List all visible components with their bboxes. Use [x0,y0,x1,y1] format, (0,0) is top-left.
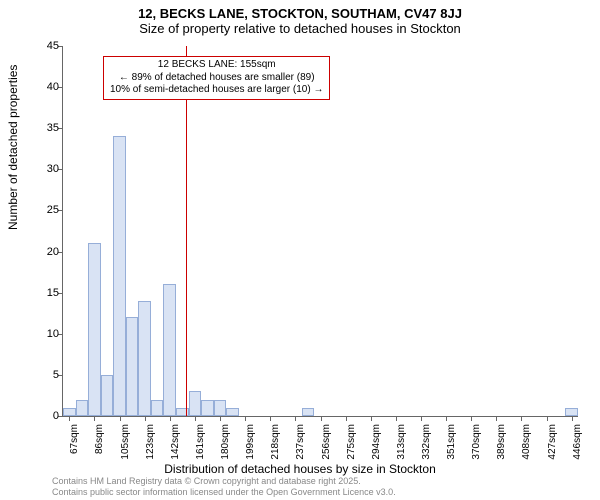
x-tick-mark [245,416,246,421]
histogram-bar [126,317,139,416]
histogram-bar [226,408,239,416]
y-axis-label: Number of detached properties [6,65,20,230]
x-tick-label: 123sqm [145,424,156,460]
x-tick-mark [346,416,347,421]
x-tick-label: 218sqm [270,424,281,460]
title-sub: Size of property relative to detached ho… [0,21,600,38]
histogram-bar [189,391,202,416]
histogram-bar [88,243,101,416]
y-tick-label: 5 [53,369,59,381]
x-tick-label: 370sqm [471,424,482,460]
histogram-bar [101,375,114,416]
x-tick-mark [321,416,322,421]
x-tick-label: 67sqm [69,424,80,454]
annotation-line2: ← 89% of detached houses are smaller (89… [110,72,323,85]
y-tick-label: 15 [47,287,59,299]
footer-attribution: Contains HM Land Registry data © Crown c… [52,476,396,498]
plot-region: 67sqm86sqm105sqm123sqm142sqm161sqm180sqm… [62,46,578,417]
x-tick-mark [220,416,221,421]
x-tick-label: 446sqm [572,424,583,460]
x-tick-mark [170,416,171,421]
x-tick-mark [295,416,296,421]
x-tick-mark [94,416,95,421]
x-tick-mark [69,416,70,421]
x-tick-label: 161sqm [195,424,206,460]
x-tick-mark [471,416,472,421]
y-tick-label: 20 [47,246,59,258]
histogram-bar [76,400,89,416]
histogram-bar [201,400,214,416]
histogram-bar [151,400,164,416]
chart-container: 12, BECKS LANE, STOCKTON, SOUTHAM, CV47 … [0,0,600,500]
x-tick-mark [547,416,548,421]
title-main: 12, BECKS LANE, STOCKTON, SOUTHAM, CV47 … [0,0,600,21]
x-tick-label: 313sqm [396,424,407,460]
y-tick-label: 45 [47,40,59,52]
x-tick-mark [572,416,573,421]
x-tick-label: 351sqm [446,424,457,460]
histogram-bar [113,136,126,416]
x-tick-label: 256sqm [321,424,332,460]
x-tick-label: 389sqm [496,424,507,460]
annotation-line3: 10% of semi-detached houses are larger (… [110,84,323,97]
x-tick-mark [270,416,271,421]
annotation-box: 12 BECKS LANE: 155sqm← 89% of detached h… [103,56,330,100]
y-tick-label: 40 [47,81,59,93]
x-tick-label: 275sqm [346,424,357,460]
x-tick-mark [145,416,146,421]
x-tick-mark [521,416,522,421]
x-tick-label: 105sqm [120,424,131,460]
x-tick-label: 180sqm [220,424,231,460]
x-tick-mark [396,416,397,421]
y-tick-label: 30 [47,163,59,175]
x-tick-label: 294sqm [371,424,382,460]
x-tick-mark [371,416,372,421]
x-tick-mark [421,416,422,421]
annotation-line1: 12 BECKS LANE: 155sqm [110,59,323,72]
footer-line2: Contains public sector information licen… [52,487,396,498]
histogram-bar [565,408,578,416]
histogram-bar [176,408,189,416]
y-tick-label: 10 [47,328,59,340]
y-tick-label: 35 [47,122,59,134]
x-tick-label: 86sqm [94,424,105,454]
x-tick-label: 332sqm [421,424,432,460]
x-tick-label: 142sqm [170,424,181,460]
y-tick-label: 25 [47,204,59,216]
histogram-bar [138,301,151,416]
x-tick-label: 408sqm [521,424,532,460]
x-axis-label: Distribution of detached houses by size … [0,462,600,476]
x-tick-mark [496,416,497,421]
x-tick-label: 237sqm [295,424,306,460]
chart-area: 67sqm86sqm105sqm123sqm142sqm161sqm180sqm… [62,46,577,416]
y-tick-label: 0 [53,410,59,422]
x-tick-mark [120,416,121,421]
x-tick-mark [446,416,447,421]
x-tick-label: 199sqm [245,424,256,460]
footer-line1: Contains HM Land Registry data © Crown c… [52,476,396,487]
reference-line [186,46,187,416]
histogram-bar [214,400,227,416]
histogram-bar [63,408,76,416]
histogram-bar [302,408,315,416]
histogram-bar [163,284,176,416]
x-tick-label: 427sqm [547,424,558,460]
x-tick-mark [195,416,196,421]
